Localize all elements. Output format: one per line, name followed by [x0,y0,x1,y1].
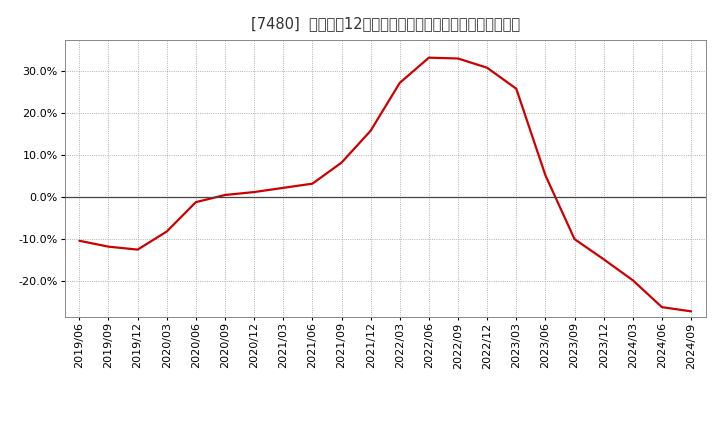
Title: [7480]  売上高の12か月移動合計の対前年同期増減率の推移: [7480] 売上高の12か月移動合計の対前年同期増減率の推移 [251,16,520,32]
